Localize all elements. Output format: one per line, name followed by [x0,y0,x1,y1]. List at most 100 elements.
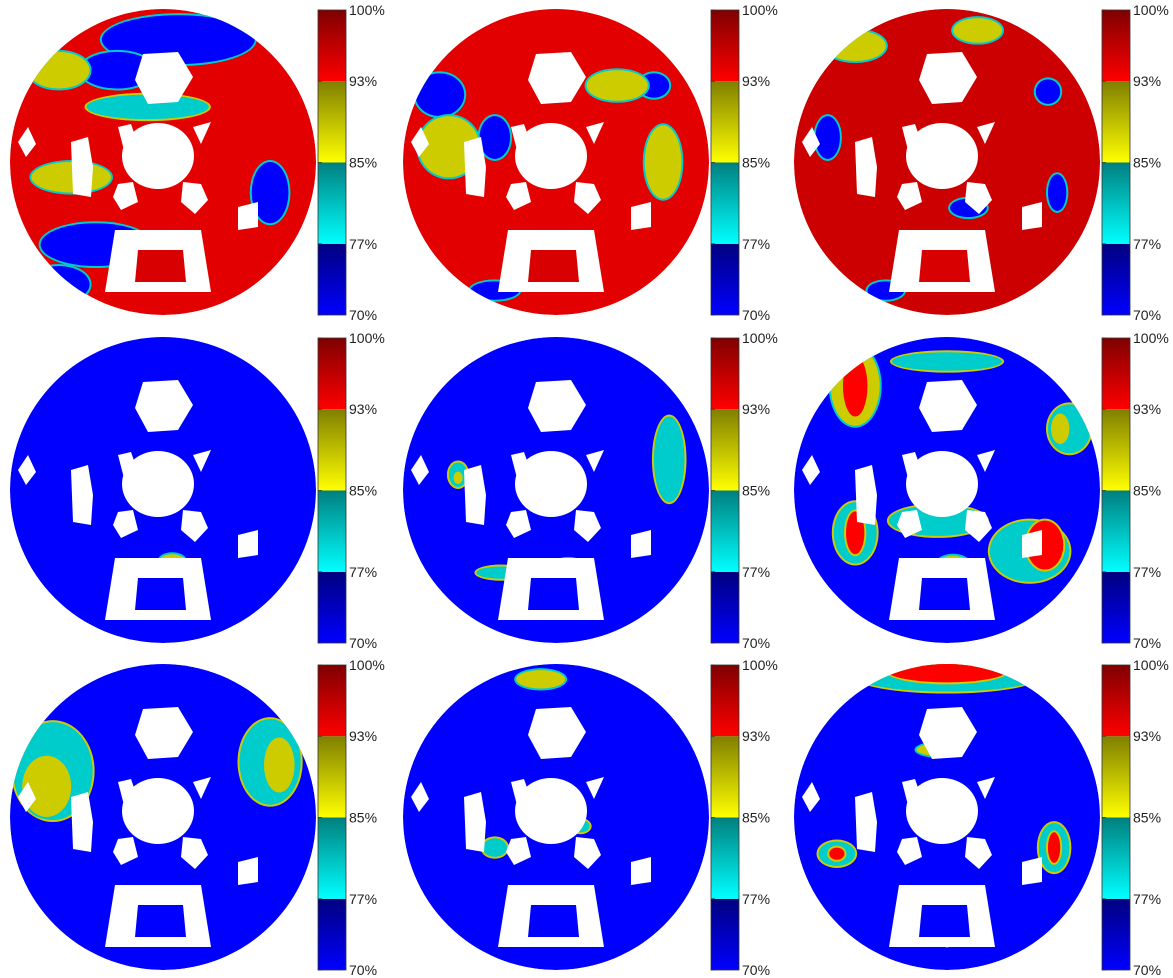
top-hole [919,707,977,759]
colorbar-tick-label: 70% [742,962,770,978]
colorbar-tick-label: 70% [742,307,770,323]
colorbar-tick-label: 100% [1133,330,1169,346]
top-hole [919,380,977,432]
colorbar-band [1102,817,1130,899]
lower-right-hole [574,837,601,869]
left-diamond-hole [802,127,820,157]
bottom-frame-window [528,578,579,610]
colorbar-tick-label: 77% [1133,236,1161,252]
colorbar-band [318,162,346,244]
contour-patch [516,670,566,689]
lower-right-hole [965,837,992,869]
colorbar-tick-label: 70% [349,962,377,978]
colorbar-tick-label: 93% [349,728,377,744]
colorbar-tick-label: 85% [742,155,770,171]
colorbar-tick-label: 93% [349,73,377,89]
colorbar-tick-label: 85% [742,483,770,499]
contour-patch-edge [26,943,55,960]
contour-patch [28,945,53,958]
right-small-hole [631,530,651,558]
colorbar-band [711,898,739,970]
colorbar: 100% 93% 85% 77% 70% [710,330,778,651]
contour-patch [263,737,295,793]
colorbar-tick-label: 77% [349,564,377,580]
top-hole [919,52,977,104]
left-hole [71,792,93,852]
colorbar-tick-label: 100% [349,2,385,18]
colorbar-band [1102,81,1130,163]
center-hole [515,778,587,844]
colorbar-tick-label: 70% [349,635,377,651]
left-hole [71,465,93,525]
colorbar-band [711,817,739,899]
colorbar-band [318,490,346,572]
colorbar-band [1102,736,1130,818]
left-diamond-hole [411,455,429,485]
colorbar-band [1102,10,1130,82]
right-small-hole [1022,857,1042,885]
center-hole [515,451,587,517]
colorbar: 100% 93% 85% 77% 70% [710,2,778,323]
center-hole [906,123,978,189]
right-small-hole [1022,202,1042,230]
colorbar-tick-label: 93% [742,728,770,744]
contour-patch [22,755,72,817]
colorbar-tick-label: 77% [742,891,770,907]
colorbar-tick-label: 93% [349,401,377,417]
contour-patch [842,355,868,417]
contour-patch [1051,413,1070,445]
right-small-hole [238,857,258,885]
bottom-frame-window [919,578,970,610]
bottom-frame-window [919,905,970,937]
colorbar-band [318,817,346,899]
upper-right-hole [586,777,604,799]
colorbar-band [1102,162,1130,244]
contour-patch [815,116,840,159]
colorbar-tick-label: 93% [742,73,770,89]
colorbar-band [318,81,346,163]
panel-r2-c1: 100% 93% 85% 77% 70% [10,330,385,651]
center-hole [906,778,978,844]
left-hole [464,792,486,852]
contour-disc [10,9,316,315]
contour-patch [479,116,511,159]
contour-patch [1035,79,1061,104]
top-hole [528,707,586,759]
contour-patch [953,18,1003,43]
colorbar-tick-label: 77% [349,891,377,907]
colorbar-tick-label: 93% [1133,728,1161,744]
center-hole [122,123,194,189]
lower-right-hole [181,837,208,869]
contour-patch [1047,174,1067,211]
colorbar-band [318,665,346,737]
upper-right-hole [193,450,211,472]
upper-right-hole [193,777,211,799]
colorbar-tick-label: 100% [742,330,778,346]
colorbar-tick-label: 85% [1133,155,1161,171]
colorbar-tick-label: 85% [1133,483,1161,499]
colorbar-band [1102,665,1130,737]
panel-r3-c1: 100% 93% 85% 77% 70% [10,657,385,978]
left-diamond-hole [802,782,820,812]
colorbar-tick-label: 70% [349,307,377,323]
center-hole [906,451,978,517]
contour-patch [653,416,685,503]
contour-patch [28,266,90,303]
colorbar-tick-label: 77% [349,236,377,252]
lower-right-hole [574,182,601,214]
top-hole [135,380,193,432]
left-diamond-hole [18,782,36,812]
bottom-frame-window [135,905,186,937]
colorbar-tick-label: 85% [349,155,377,171]
contour-patch [891,352,1003,371]
lower-right-hole [965,182,992,214]
colorbar-tick-label: 70% [1133,962,1161,978]
panel-r1-c3: 100% 93% 85% 77% 70% [794,2,1169,323]
colorbar-tick-label: 77% [1133,564,1161,580]
contour-patch [28,51,90,89]
contour-patch [101,15,255,65]
left-hole [855,465,877,525]
left-hole [71,137,93,197]
contour-patch [251,162,289,224]
